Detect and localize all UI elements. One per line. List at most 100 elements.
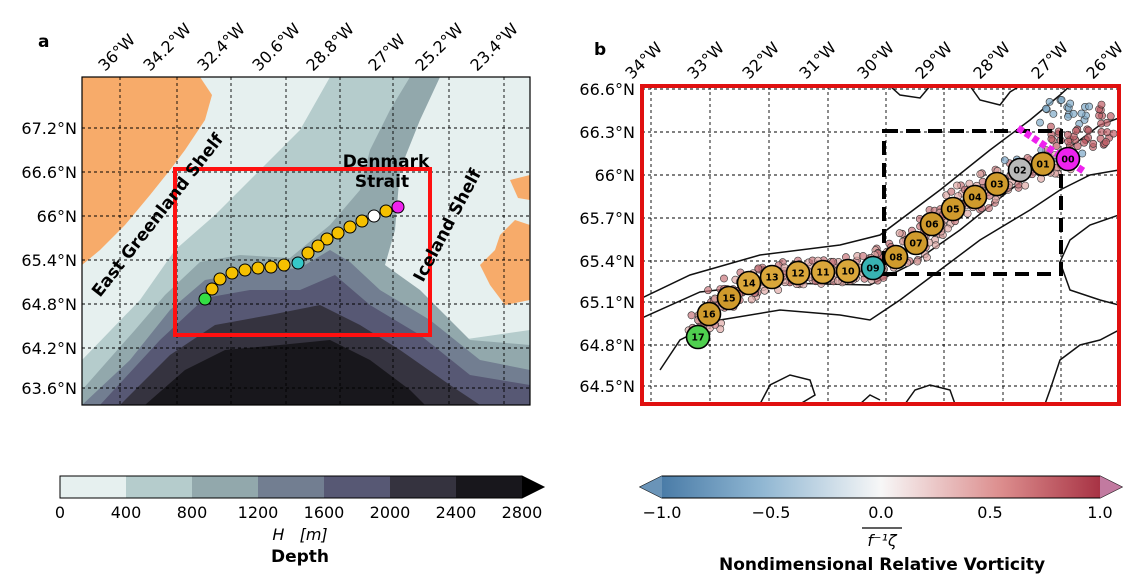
vort-cbar-title: Nondimensional Relative Vorticity [719, 555, 1045, 575]
vorticity-point [1000, 156, 1009, 165]
station-dot [355, 214, 369, 228]
vorticity-point [1069, 109, 1078, 118]
station-marker [1030, 151, 1056, 177]
panel-b-background [642, 86, 1119, 404]
denmark-strait-label-2: Strait [355, 172, 409, 192]
station-label: 02 [1013, 166, 1026, 177]
station-label: 15 [722, 294, 735, 305]
vorticity-point [1047, 135, 1056, 143]
lon-tick: 28°W [969, 38, 1014, 83]
vorticity-point [1097, 119, 1105, 128]
station-marker [984, 171, 1010, 197]
lon-tick: 27°W [364, 30, 409, 75]
vorticity-point [720, 274, 728, 283]
station-label: 11 [816, 268, 829, 279]
vorticity-point [747, 295, 756, 304]
station-dot [391, 200, 405, 214]
vorticity-point [895, 229, 904, 238]
panel-a-grid [82, 77, 530, 405]
station-marker [962, 184, 988, 210]
panel-b-lon-ticks: 34°W 33°W 32°W 31°W 30°W 29°W 28°W 27°W … [621, 38, 1127, 83]
cbar-tick: 0.5 [977, 503, 1002, 522]
vorticity-point [1109, 129, 1118, 138]
vorticity-point [1042, 104, 1050, 113]
vorticity-point [947, 187, 956, 196]
station-label: 01 [1036, 160, 1049, 171]
station-marker [736, 270, 762, 296]
depth-cbar-title: Depth [271, 547, 329, 567]
cbar-seg [60, 476, 126, 498]
vorticity-point [716, 325, 725, 333]
depth-band-2400 [145, 340, 425, 405]
cbar-seg [258, 476, 324, 498]
station-marker [785, 260, 811, 286]
vorticity-point [1036, 118, 1044, 127]
station-dot [264, 260, 278, 274]
lat-tick: 65.4°N [21, 251, 77, 270]
station-marker [919, 211, 945, 237]
lat-tick: 66.6°N [579, 80, 635, 99]
station-label: 03 [990, 180, 1003, 191]
vorticity-point [944, 224, 952, 233]
lat-tick: 64.2°N [21, 339, 77, 358]
cbar-tick: 800 [177, 503, 208, 522]
lat-tick: 63.6°N [21, 379, 77, 398]
panel-b-frame [640, 84, 1121, 406]
vorticity-point [953, 181, 961, 190]
cbar-tick: 0.0 [868, 503, 893, 522]
vorticity-point [760, 286, 769, 295]
station-dot [238, 263, 252, 277]
lon-tick: 34.2°W [139, 19, 195, 75]
vorticity-point [1080, 138, 1088, 147]
station-dot [205, 282, 219, 296]
cbar-tick: 1600 [304, 503, 345, 522]
cbar-tick: 1.0 [1087, 503, 1112, 522]
vorticity-colorbar [638, 475, 1124, 499]
station-marker [883, 244, 909, 270]
vorticity-point [1106, 112, 1115, 121]
vorticity-point [1021, 181, 1030, 190]
vorticity-point [704, 286, 712, 295]
station-label: 00 [1061, 155, 1075, 166]
panel-a-letter: a [38, 32, 49, 52]
vorticity-point [1084, 133, 1092, 142]
panel-b-letter: b [594, 40, 606, 60]
vorticity-point [1103, 128, 1112, 137]
lat-tick: 64.8°N [579, 336, 635, 355]
station-label: 06 [925, 220, 939, 231]
vorticity-point [754, 264, 763, 273]
vort-cbar-min-arrow [640, 476, 662, 498]
cbar-tick: −0.5 [752, 503, 791, 522]
station-dot [320, 232, 334, 246]
station-dot [251, 261, 265, 275]
vorticity-point [932, 241, 940, 250]
vorticity-point [985, 204, 993, 212]
cbar-tick: 2400 [436, 503, 477, 522]
cbar-tick: 2000 [370, 503, 411, 522]
station-label: 05 [946, 205, 959, 216]
lat-tick: 64.8°N [21, 295, 77, 314]
cbar-tick: −1.0 [643, 503, 682, 522]
vorticity-point [1064, 137, 1073, 146]
vorticity-point [923, 253, 931, 262]
lon-tick: 34°W [621, 38, 666, 83]
lon-tick: 36°W [94, 30, 139, 75]
cbar-tick: 2800 [502, 503, 543, 522]
cbar-tick: 1200 [238, 503, 279, 522]
panel-a-map [82, 77, 530, 405]
depth-cbar-ticks: 0 400 800 1200 1600 2000 2400 2800 [55, 503, 542, 522]
vort-cbar-max-arrow [1100, 476, 1122, 498]
lat-tick: 66.6°N [21, 163, 77, 182]
iceland-land-north [510, 175, 530, 200]
station-dot [343, 220, 357, 234]
station-dot [379, 204, 393, 218]
station-label: 13 [765, 273, 778, 284]
vorticity-point [687, 311, 696, 320]
lon-tick: 29°W [911, 38, 956, 83]
vorticity-point [913, 257, 922, 266]
panel-a-stations [198, 200, 405, 306]
station-marker [696, 301, 722, 327]
station-marker [940, 196, 966, 222]
